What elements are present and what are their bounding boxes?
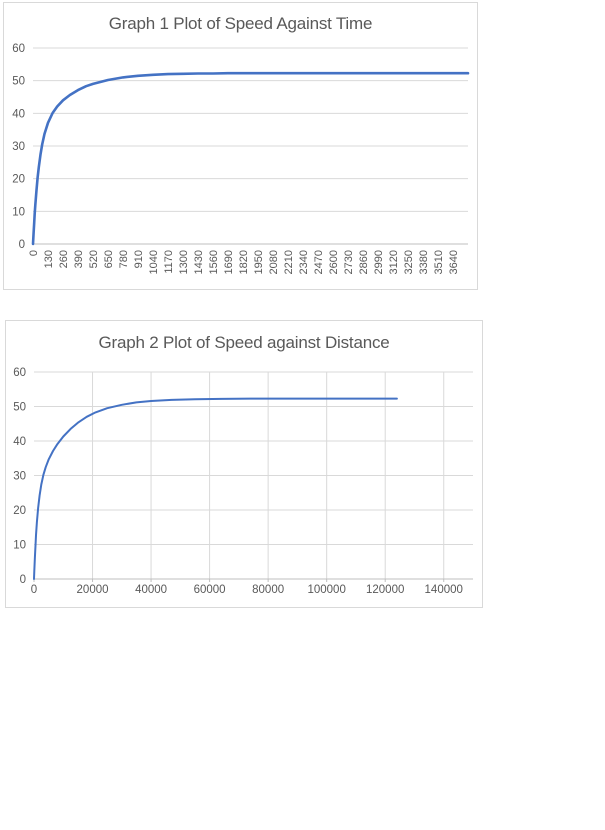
x-tick-label: 1560 xyxy=(208,250,220,274)
x-tick-label: 2470 xyxy=(313,250,325,274)
series-line-speed xyxy=(31,71,470,246)
x-tick-label: 140000 xyxy=(425,584,463,596)
y-tick-label: 30 xyxy=(13,471,26,483)
y-tick-label: 10 xyxy=(13,540,26,552)
x-tick-label: 130 xyxy=(43,250,55,268)
x-tick-label: 2340 xyxy=(298,250,310,274)
x-tick-label: 100000 xyxy=(307,584,345,596)
x-tick-label: 2730 xyxy=(343,250,355,274)
x-tick-label: 650 xyxy=(103,250,115,268)
x-tick-label: 1170 xyxy=(163,250,175,274)
x-tick-label: 3250 xyxy=(403,250,415,274)
x-tick-label: 60000 xyxy=(194,584,226,596)
y-tick-label: 60 xyxy=(12,43,25,55)
x-tick-label: 1040 xyxy=(148,250,160,274)
x-tick-label: 2080 xyxy=(268,250,280,274)
x-tick-label: 3640 xyxy=(448,250,460,274)
x-tick-label: 520 xyxy=(88,250,100,268)
x-tick-label: 2600 xyxy=(328,250,340,274)
y-tick-label: 50 xyxy=(13,402,26,414)
y-tick-label: 20 xyxy=(13,505,26,517)
x-tick-label: 3510 xyxy=(433,250,445,274)
x-tick-label: 0 xyxy=(28,250,40,256)
x-tick-label: 2860 xyxy=(358,250,370,274)
chart-2-plot-area: 0 10 20 30 40 50 60 0 20000 40000 60000 80000 100000… xyxy=(13,367,473,596)
y-tick-label: 0 xyxy=(20,574,26,586)
y-tick-label: 60 xyxy=(13,367,26,379)
chart-speed-vs-time[interactable]: Graph 1 Plot of Speed Against Time 0 10 20… xyxy=(3,2,478,290)
y-tick-label: 0 xyxy=(19,239,25,251)
y-tick-label: 30 xyxy=(12,141,25,153)
x-tick-label: 780 xyxy=(118,250,130,268)
x-tick-label: 1950 xyxy=(253,250,265,274)
y-tick-label: 40 xyxy=(12,108,25,120)
x-tick-label: 40000 xyxy=(135,584,167,596)
series-line-speed xyxy=(33,397,398,580)
y-tick-label: 20 xyxy=(12,174,25,186)
x-tick-label: 3120 xyxy=(388,250,400,274)
chart-2-title: Graph 2 Plot of Speed against Distance xyxy=(98,333,390,352)
x-tick-label: 260 xyxy=(58,250,70,268)
x-tick-label: 20000 xyxy=(77,584,109,596)
x-tick-label: 2990 xyxy=(373,250,385,274)
y-tick-label: 50 xyxy=(12,76,25,88)
chart-speed-vs-distance[interactable]: Graph 2 Plot of Speed against Distance 0… xyxy=(5,320,483,608)
x-tick-label: 1690 xyxy=(223,250,235,274)
x-tick-label: 390 xyxy=(73,250,85,268)
x-tick-label: 0 xyxy=(31,584,37,596)
y-tick-label: 40 xyxy=(13,436,26,448)
x-tick-label: 1430 xyxy=(193,250,205,274)
y-tick-label: 10 xyxy=(12,206,25,218)
chart-1-title: Graph 1 Plot of Speed Against Time xyxy=(108,14,373,33)
x-tick-label: 1300 xyxy=(178,250,190,274)
x-tick-label: 2210 xyxy=(283,250,295,274)
x-tick-label: 1820 xyxy=(238,250,250,274)
x-tick-label: 3380 xyxy=(418,250,430,274)
x-tick-label: 910 xyxy=(133,250,145,268)
x-tick-label: 120000 xyxy=(366,584,404,596)
x-tick-label: 80000 xyxy=(252,584,284,596)
